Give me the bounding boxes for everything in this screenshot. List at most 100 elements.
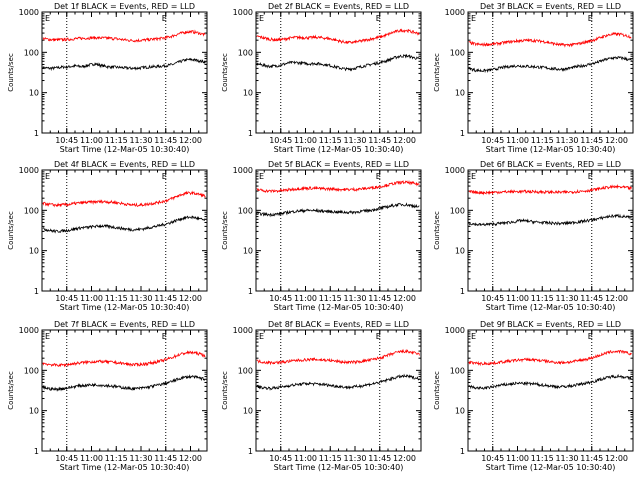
y-tick-label: 10 — [243, 89, 253, 98]
top-marker-label: E — [471, 172, 476, 181]
x-tick-label: 11:00 — [294, 454, 317, 463]
y-tick-label: 100 — [450, 366, 465, 375]
x-tick-label: 10:45 — [481, 136, 504, 145]
panel-title: Det 1f BLACK = Events, RED = LLD — [54, 2, 195, 11]
top-marker-label: E — [162, 172, 167, 181]
top-marker-label: E — [376, 332, 381, 341]
x-tick-label: 12:00 — [393, 294, 416, 303]
panel-title: Det 3f BLACK = Events, RED = LLD — [480, 2, 621, 11]
y-tick-label: 1000 — [233, 166, 253, 175]
x-tick-label: 12:00 — [605, 454, 628, 463]
detector-panel: Det 4f BLACK = Events, RED = LLD 1 10 100 10… — [7, 160, 208, 312]
y-tick-label: 10 — [455, 89, 465, 98]
count-rate-series — [256, 28, 420, 45]
top-marker-label: E — [376, 14, 381, 23]
panel-title: Det 8f BLACK = Events, RED = LLD — [268, 320, 409, 329]
x-tick-label: 12:00 — [393, 136, 416, 145]
count-rate-series — [42, 29, 206, 43]
y-tick-label: 10 — [243, 247, 253, 256]
count-rate-series — [42, 57, 206, 72]
top-marker-label: E — [162, 332, 167, 341]
top-marker-label: E — [259, 172, 264, 181]
y-tick-label: 1000 — [233, 8, 253, 17]
y-tick-label: 1000 — [19, 326, 39, 335]
y-axis-label: Counts/sec — [433, 211, 441, 250]
y-tick-label: 1 — [248, 287, 253, 296]
x-tick-label: 11:00 — [294, 136, 317, 145]
top-marker-label: E — [376, 172, 381, 181]
panel-title: Det 2f BLACK = Events, RED = LLD — [268, 2, 409, 11]
x-tick-label: 10:45 — [269, 454, 292, 463]
y-tick-label: 1 — [34, 129, 39, 138]
count-rate-series — [256, 373, 420, 391]
count-rate-series — [42, 350, 206, 368]
x-axis-label: Start Time (12-Mar-05 10:30:40) — [60, 463, 190, 472]
x-tick-label: 10:45 — [269, 294, 292, 303]
top-marker-label: E — [45, 332, 50, 341]
count-rate-series — [256, 348, 420, 366]
panel-title: Det 9f BLACK = Events, RED = LLD — [480, 320, 621, 329]
top-marker-label: E — [588, 14, 593, 23]
x-tick-label: 11:45 — [368, 136, 391, 145]
x-tick-label: 11:00 — [506, 136, 529, 145]
y-tick-label: 10 — [29, 89, 39, 98]
x-axis-label: Start Time (12-Mar-05 10:30:40) — [60, 303, 190, 312]
count-rate-series — [42, 215, 206, 234]
x-axis-label: Start Time (12-Mar-05 10:30:40) — [60, 145, 190, 154]
panel-title: Det 4f BLACK = Events, RED = LLD — [54, 160, 195, 169]
x-tick-label: 11:15 — [319, 136, 342, 145]
y-tick-label: 100 — [238, 48, 253, 57]
x-tick-label: 11:45 — [580, 454, 603, 463]
y-tick-label: 1 — [460, 287, 465, 296]
x-tick-label: 11:00 — [294, 294, 317, 303]
count-rate-series — [468, 183, 632, 196]
x-tick-label: 11:45 — [154, 454, 177, 463]
count-rate-series — [468, 213, 632, 227]
count-rate-series — [256, 53, 420, 72]
y-tick-label: 100 — [450, 206, 465, 215]
y-tick-label: 100 — [450, 48, 465, 57]
x-tick-label: 11:15 — [105, 294, 128, 303]
x-axis-label: Start Time (12-Mar-05 10:30:40) — [274, 303, 404, 312]
detector-panel: Det 2f BLACK = Events, RED = LLD 1 10 100 10… — [221, 2, 422, 154]
y-tick-label: 10 — [455, 247, 465, 256]
y-tick-label: 100 — [24, 48, 39, 57]
x-tick-label: 12:00 — [605, 294, 628, 303]
detector-panel: Det 5f BLACK = Events, RED = LLD 1 10 100 10… — [221, 160, 422, 312]
detector-panel: Det 3f BLACK = Events, RED = LLD 1 10 100 10… — [433, 2, 634, 154]
x-tick-label: 11:45 — [154, 294, 177, 303]
y-tick-label: 1 — [460, 447, 465, 456]
y-tick-label: 100 — [238, 206, 253, 215]
y-tick-label: 1000 — [19, 8, 39, 17]
x-tick-label: 11:30 — [129, 294, 152, 303]
x-tick-label: 11:45 — [580, 294, 603, 303]
x-tick-label: 11:30 — [343, 454, 366, 463]
x-tick-label: 11:30 — [555, 294, 578, 303]
y-tick-label: 100 — [24, 366, 39, 375]
y-axis-label: Counts/sec — [433, 371, 441, 410]
x-tick-label: 11:15 — [319, 294, 342, 303]
y-axis-label: Counts/sec — [7, 371, 15, 410]
y-tick-label: 1000 — [445, 8, 465, 17]
y-tick-label: 1 — [34, 447, 39, 456]
detector-panel: Det 8f BLACK = Events, RED = LLD 1 10 100 10… — [221, 320, 422, 472]
x-axis-label: Start Time (12-Mar-05 10:30:40) — [274, 463, 404, 472]
top-marker-label: E — [45, 14, 50, 23]
x-tick-label: 11:00 — [506, 454, 529, 463]
y-tick-label: 100 — [238, 366, 253, 375]
x-tick-label: 11:15 — [531, 294, 554, 303]
top-marker-label: E — [471, 332, 476, 341]
y-axis-label: Counts/sec — [221, 211, 229, 250]
x-tick-label: 10:45 — [55, 294, 78, 303]
y-tick-label: 10 — [243, 407, 253, 416]
y-tick-label: 1 — [34, 287, 39, 296]
y-tick-label: 1000 — [233, 326, 253, 335]
top-marker-label: E — [588, 172, 593, 181]
x-tick-label: 12:00 — [179, 454, 202, 463]
x-tick-label: 11:45 — [580, 136, 603, 145]
x-axis-label: Start Time (12-Mar-05 10:30:40) — [486, 145, 616, 154]
x-tick-label: 11:00 — [80, 454, 103, 463]
y-tick-label: 1000 — [445, 166, 465, 175]
x-tick-label: 11:15 — [531, 136, 554, 145]
y-axis-label: Counts/sec — [433, 53, 441, 92]
